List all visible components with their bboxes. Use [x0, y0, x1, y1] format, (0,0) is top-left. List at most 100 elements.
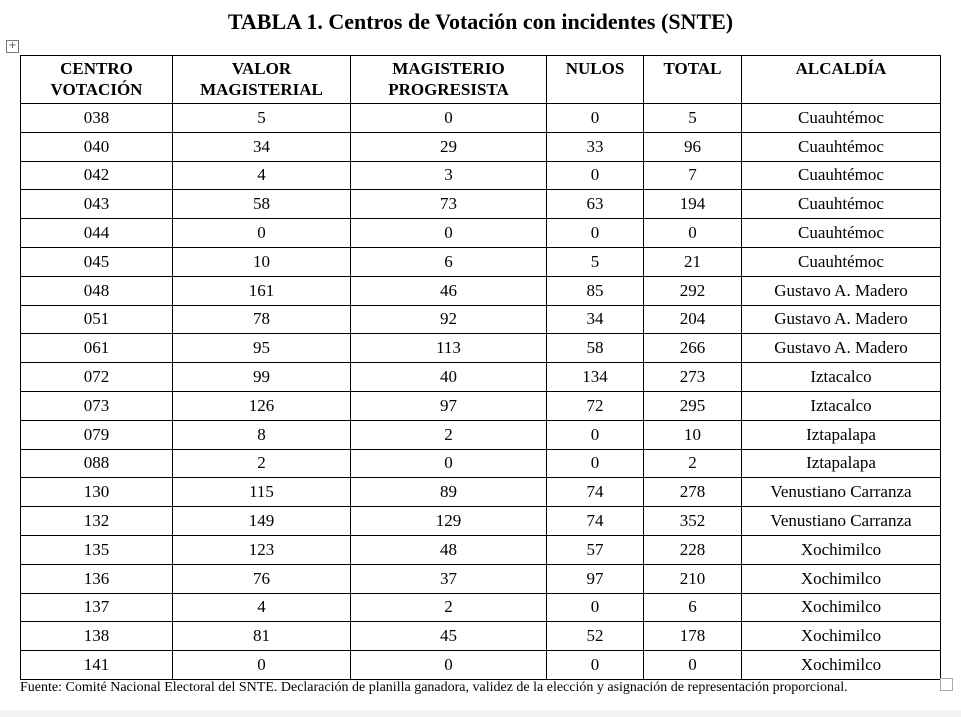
- table-cell: Xochimilco: [741, 534, 941, 565]
- table-cell: 37: [350, 563, 547, 594]
- table-cell: 5: [546, 246, 644, 277]
- table-cell: 040: [20, 131, 173, 162]
- table-cell: 161: [172, 275, 351, 306]
- table-cell: Venustiano Carranza: [741, 477, 941, 508]
- table-cell: 278: [643, 477, 742, 508]
- table-cell: Xochimilco: [741, 592, 941, 623]
- table-cell: 194: [643, 189, 742, 220]
- table-cell: 295: [643, 390, 742, 421]
- table-cell: 99: [172, 362, 351, 392]
- table-cell: 0: [643, 218, 742, 248]
- table-row: 079 8 2 0 10 Iztapalapa: [20, 419, 941, 450]
- table-cell: Iztacalco: [741, 362, 941, 392]
- table-cell: Xochimilco: [741, 650, 941, 680]
- table-cell: 0: [546, 448, 644, 479]
- table-cell: 038: [20, 103, 173, 133]
- table-cell: 0: [546, 592, 644, 623]
- table-cell: 228: [643, 534, 742, 565]
- table-cell: 2: [350, 419, 547, 450]
- table-cell: Cuauhtémoc: [741, 160, 941, 191]
- table-cell: Gustavo A. Madero: [741, 304, 941, 335]
- table-cell: 088: [20, 448, 173, 479]
- table-cell: 204: [643, 304, 742, 335]
- table-cell: 072: [20, 362, 173, 392]
- table-cell: 5: [643, 103, 742, 133]
- table-cell: 136: [20, 563, 173, 594]
- table-cell: 58: [546, 333, 644, 364]
- table-cell: 137: [20, 592, 173, 623]
- table-cell: 7: [643, 160, 742, 191]
- table-cell: 135: [20, 534, 173, 565]
- table-row: 072 99 40 134 273 Iztacalco: [20, 362, 941, 392]
- table-cell: 81: [172, 621, 351, 652]
- table-cell: 0: [350, 448, 547, 479]
- table-row: 043 58 73 63 194 Cuauhtémoc: [20, 189, 941, 220]
- table-cell: 40: [350, 362, 547, 392]
- table-cell: 4: [172, 160, 351, 191]
- header-cell: ALCALDÍA: [741, 55, 941, 104]
- table-row: 040 34 29 33 96 Cuauhtémoc: [20, 131, 941, 162]
- table-cell: Gustavo A. Madero: [741, 333, 941, 364]
- table-cell: 0: [350, 218, 547, 248]
- table-cell: Cuauhtémoc: [741, 103, 941, 133]
- table-cell: 061: [20, 333, 173, 364]
- table-cell: 34: [172, 131, 351, 162]
- table-cell: 72: [546, 390, 644, 421]
- table-row: 088 2 0 0 2 Iztapalapa: [20, 448, 941, 479]
- table-cell: 129: [350, 506, 547, 536]
- table-cell: 21: [643, 246, 742, 277]
- table-cell: 89: [350, 477, 547, 508]
- table-cell: 0: [546, 103, 644, 133]
- table-cell: 6: [350, 246, 547, 277]
- table-cell: 46: [350, 275, 547, 306]
- end-mark: [940, 678, 953, 691]
- table-cell: 149: [172, 506, 351, 536]
- table-cell: 0: [172, 650, 351, 680]
- table-cell: 0: [643, 650, 742, 680]
- table-cell: 132: [20, 506, 173, 536]
- table-row: 136 76 37 97 210 Xochimilco: [20, 563, 941, 594]
- header-cell: VALOR MAGISTERIAL: [172, 55, 351, 104]
- table-cell: 8: [172, 419, 351, 450]
- table-cell: Cuauhtémoc: [741, 131, 941, 162]
- table-cell: 76: [172, 563, 351, 594]
- table-title: TABLA 1. Centros de Votación con inciden…: [227, 9, 734, 34]
- table-cell: 92: [350, 304, 547, 335]
- table-cell: 138: [20, 621, 173, 652]
- table-cell: 273: [643, 362, 742, 392]
- table-cell: Cuauhtémoc: [741, 189, 941, 220]
- table-row: 044 0 0 0 0 Cuauhtémoc: [20, 218, 941, 248]
- table-cell: 048: [20, 275, 173, 306]
- source-note: Fuente: Comité Nacional Electoral del SN…: [20, 680, 848, 695]
- header-cell: CENTRO VOTACIÓN: [20, 55, 173, 104]
- table-body: 038 5 0 0 5 Cuauhtémoc 040 34 29 33 96 Cuauhtémoc 04…: [20, 103, 941, 680]
- table-cell: 115: [172, 477, 351, 508]
- table-cell: Cuauhtémoc: [741, 246, 941, 277]
- table-cell: 0: [172, 218, 351, 248]
- table-cell: 45: [350, 621, 547, 652]
- table-cell: Xochimilco: [741, 563, 941, 594]
- table-cell: 134: [546, 362, 644, 392]
- table-cell: 95: [172, 333, 351, 364]
- table-cell: 73: [350, 189, 547, 220]
- table-cell: 266: [643, 333, 742, 364]
- table-cell: Xochimilco: [741, 621, 941, 652]
- table-row: 042 4 3 0 7 Cuauhtémoc: [20, 160, 941, 191]
- table-cell: 141: [20, 650, 173, 680]
- table-cell: Iztapalapa: [741, 419, 941, 450]
- table-row: 141 0 0 0 0 Xochimilco: [20, 650, 941, 680]
- table-row: 061 95 113 58 266 Gustavo A. Madero: [20, 333, 941, 364]
- table-cell: 292: [643, 275, 742, 306]
- table-cell: 74: [546, 477, 644, 508]
- table-cell: 0: [350, 103, 547, 133]
- table-cell: 073: [20, 390, 173, 421]
- table-cell: 78: [172, 304, 351, 335]
- table-handle[interactable]: +: [6, 40, 19, 53]
- table-row: 135 123 48 57 228 Xochimilco: [20, 534, 941, 565]
- table-cell: 57: [546, 534, 644, 565]
- table-cell: 178: [643, 621, 742, 652]
- table-cell: Iztapalapa: [741, 448, 941, 479]
- table-cell: 123: [172, 534, 351, 565]
- table-cell: 74: [546, 506, 644, 536]
